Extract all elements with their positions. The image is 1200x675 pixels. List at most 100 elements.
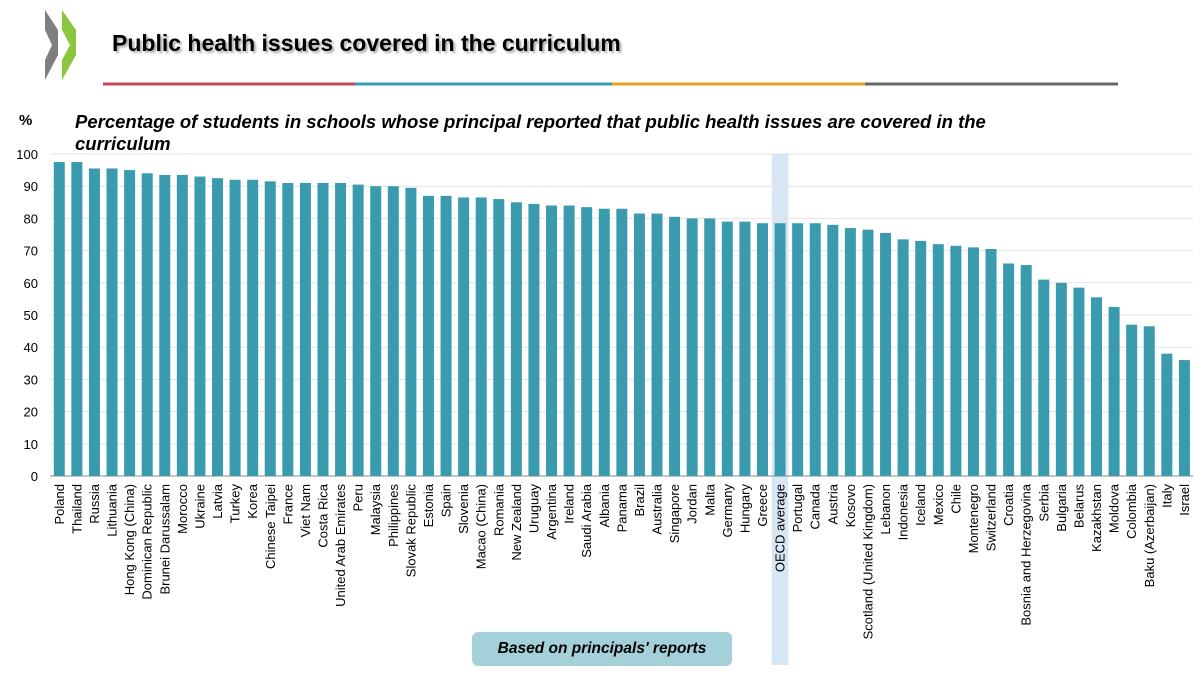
x-tick-label: Dominican Republic <box>140 484 155 600</box>
x-tick-label: Chile <box>948 484 963 514</box>
bar <box>405 187 417 476</box>
bar <box>827 224 839 476</box>
x-tick-label: Switzerland <box>984 484 999 551</box>
y-tick-label: 80 <box>24 211 38 226</box>
bar <box>651 213 663 476</box>
x-tick-label: Baku (Azerbaijan) <box>1142 484 1157 587</box>
bar <box>335 182 347 477</box>
x-tick-label: Chinese Taipei <box>263 484 278 569</box>
bar <box>141 173 153 476</box>
x-tick-label: Greece <box>755 484 770 527</box>
bar <box>581 207 593 476</box>
bar <box>159 174 171 476</box>
bar <box>774 223 786 476</box>
x-tick-label: Kosovo <box>843 484 858 527</box>
x-tick-label: Malaysia <box>368 483 383 535</box>
bar <box>422 195 434 477</box>
bar <box>616 208 628 477</box>
bar <box>53 162 65 477</box>
x-tick-label: Poland <box>52 484 67 524</box>
y-tick-label: 50 <box>24 308 38 323</box>
x-tick-label: United Arab Emirates <box>333 484 348 607</box>
bar <box>352 184 364 476</box>
y-tick-label: 100 <box>16 147 38 162</box>
x-tick-label: Portugal <box>790 484 805 533</box>
x-tick-label: Uruguay <box>526 484 541 534</box>
bar <box>317 182 329 477</box>
x-tick-label: Slovak Republic <box>403 484 418 578</box>
note: Based on principals' reports <box>472 632 732 666</box>
bar <box>792 223 804 476</box>
bar <box>932 244 944 476</box>
x-tick-label: Turkey <box>228 484 243 524</box>
x-tick-label: Lebanon <box>878 484 893 535</box>
bar <box>1178 360 1190 476</box>
x-tick-label: Scotland (United Kingdom) <box>860 484 875 639</box>
bar <box>1143 326 1155 476</box>
x-tick-label: Russia <box>87 483 102 524</box>
bar <box>546 205 558 476</box>
x-tick-label: Malta <box>702 483 717 516</box>
bar <box>493 199 505 476</box>
bar <box>756 223 768 476</box>
bar <box>862 229 874 476</box>
bar <box>1055 282 1067 476</box>
x-tick-label: Iceland <box>913 484 928 526</box>
x-tick-label: Bulgaria <box>1054 483 1069 531</box>
x-tick-label: Argentina <box>544 483 559 539</box>
y-tick-label: 10 <box>24 437 38 452</box>
y-tick-label: 30 <box>24 372 38 387</box>
bar <box>967 247 979 476</box>
bar <box>721 221 733 476</box>
bar <box>440 195 452 477</box>
x-tick-label: Saudi Arabia <box>579 483 594 557</box>
bar <box>458 197 470 476</box>
x-tick-label: Croatia <box>1001 483 1016 526</box>
bar <box>844 228 856 476</box>
bar <box>739 221 751 476</box>
bar <box>528 203 540 476</box>
bar <box>1161 353 1173 476</box>
bar <box>1091 297 1103 476</box>
x-tick-label: Thailand <box>69 484 84 534</box>
bar <box>686 218 698 476</box>
bar <box>475 197 487 476</box>
x-tick-label: Italy <box>1159 484 1174 508</box>
y-tick-label: 90 <box>24 179 38 194</box>
bar <box>704 218 716 476</box>
x-tick-label: Colombia <box>1124 483 1139 539</box>
bar <box>71 162 83 477</box>
x-tick-label: Mexico <box>931 484 946 525</box>
bar <box>1003 263 1015 476</box>
bar <box>1038 279 1050 476</box>
x-tick-label: Montenegro <box>966 484 981 553</box>
bar <box>880 232 892 476</box>
x-tick-label: Slovenia <box>456 483 471 534</box>
x-tick-label: Romania <box>491 483 506 536</box>
x-tick-label: Ukraine <box>192 484 207 529</box>
bar <box>282 182 294 477</box>
chart-subtitle: Percentage of students in schools whose … <box>75 111 986 154</box>
x-tick-label: Panama <box>614 483 629 532</box>
bar <box>88 168 100 477</box>
bar <box>106 168 118 477</box>
bar <box>510 202 522 477</box>
x-tick-label: Brunei Darussalam <box>157 484 172 595</box>
bar <box>194 176 206 477</box>
bar <box>1108 306 1120 476</box>
bar <box>212 178 224 476</box>
bar <box>264 181 276 476</box>
x-tick-label: Germany <box>720 484 735 538</box>
x-tick-label: Hungary <box>737 484 752 534</box>
logo <box>45 10 58 80</box>
bar <box>1126 324 1138 476</box>
x-tick-label: Belarus <box>1071 484 1086 529</box>
bar <box>1020 265 1032 476</box>
bar <box>633 213 645 476</box>
x-tick-label: Canada <box>808 483 823 529</box>
page-title: Public health issues covered in the curr… <box>112 30 621 56</box>
x-tick-label: Peru <box>351 484 366 511</box>
bar <box>387 186 399 476</box>
x-tick-label: Jordan <box>685 484 700 524</box>
x-tick-label: Lithuania <box>105 483 120 537</box>
